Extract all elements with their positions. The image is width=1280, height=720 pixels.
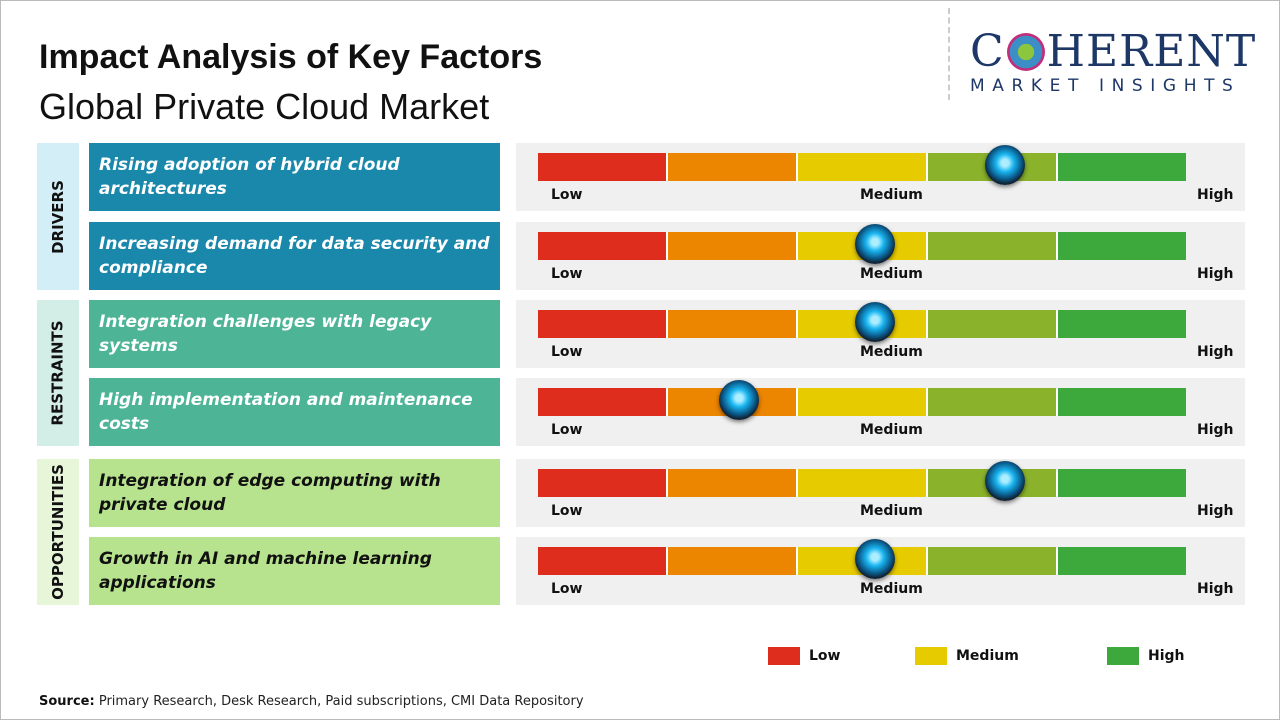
legend-medium: Medium — [915, 647, 1019, 665]
gauge-segment — [1058, 310, 1186, 338]
globe-icon — [1006, 33, 1045, 71]
scale-label: Low — [551, 422, 583, 438]
category-name: RESTRAINTS — [49, 320, 68, 426]
gauge-segment — [798, 388, 928, 416]
gauge-segment — [538, 310, 668, 338]
impact-marker — [984, 145, 1025, 185]
impact-marker — [718, 380, 759, 420]
impact-gauge: Low Medium High — [516, 537, 1245, 605]
category-label: RESTRAINTS — [37, 300, 79, 446]
gauge-segment — [928, 310, 1058, 338]
impact-gauge: Low Medium High — [516, 459, 1245, 527]
scale-label: Medium — [860, 422, 923, 438]
gauge-bar — [538, 153, 1186, 181]
gauge-segment — [668, 310, 798, 338]
gauge-segment — [668, 469, 798, 497]
page-title: Impact Analysis of Key Factors — [39, 38, 543, 76]
scale-label: Low — [551, 503, 583, 519]
factor-label: Growth in AI and machine learning applic… — [89, 537, 500, 605]
scale-label: Medium — [860, 581, 923, 597]
source-note: Source: Primary Research, Desk Research,… — [39, 694, 584, 709]
legend-high: High — [1107, 647, 1185, 665]
category-name: DRIVERS — [49, 179, 68, 254]
gauge-segment — [928, 232, 1058, 260]
gauge-segment — [538, 469, 668, 497]
category-label: DRIVERS — [37, 143, 79, 290]
scale-label: Low — [551, 344, 583, 360]
gauge-segment — [1058, 232, 1186, 260]
factor-label: Increasing demand for data security and … — [89, 222, 500, 290]
scale-label: Medium — [860, 187, 923, 203]
gauge-segment — [1058, 388, 1186, 416]
gauge-segment — [668, 547, 798, 575]
gauge-segment — [538, 547, 668, 575]
logo: C HERENT MARKET INSIGHTS — [970, 26, 1257, 97]
gauge-bar — [538, 547, 1186, 575]
scale-label: Medium — [860, 503, 923, 519]
gauge-segment — [928, 547, 1058, 575]
impact-gauge: Low Medium High — [516, 300, 1245, 368]
gauge-bar — [538, 469, 1186, 497]
impact-gauge: Low Medium High — [516, 222, 1245, 290]
scale-label: Medium — [860, 266, 923, 282]
gauge-segment — [538, 388, 668, 416]
category-name: OPPORTUNITIES — [49, 464, 67, 600]
gauge-segment — [538, 153, 668, 181]
impact-marker — [854, 539, 895, 579]
gauge-segment — [1058, 153, 1186, 181]
gauge-segment — [798, 153, 928, 181]
factor-label: Integration of edge computing with priva… — [89, 459, 500, 527]
scale-label: Low — [551, 581, 583, 597]
scale-label: Low — [551, 266, 583, 282]
gauge-segment — [538, 232, 668, 260]
impact-gauge: Low Medium High — [516, 143, 1245, 211]
gauge-segment — [668, 232, 798, 260]
divider — [948, 8, 950, 100]
impact-gauge: Low Medium High — [516, 378, 1245, 446]
scale-label: High — [1197, 422, 1234, 438]
impact-marker — [984, 461, 1025, 501]
scale-label: High — [1197, 187, 1234, 203]
scale-label: Medium — [860, 344, 923, 360]
gauge-segment — [668, 153, 798, 181]
gauge-bar — [538, 388, 1186, 416]
gauge-segment — [1058, 547, 1186, 575]
scale-label: High — [1197, 503, 1234, 519]
impact-marker — [854, 224, 895, 264]
scale-label: High — [1197, 344, 1234, 360]
factor-label: Rising adoption of hybrid cloud architec… — [89, 143, 500, 211]
impact-marker — [854, 302, 895, 342]
gauge-segment — [928, 388, 1058, 416]
scale-label: High — [1197, 266, 1234, 282]
scale-label: High — [1197, 581, 1234, 597]
factor-label: Integration challenges with legacy syste… — [89, 300, 500, 368]
category-label: OPPORTUNITIES — [37, 459, 79, 605]
gauge-segment — [1058, 469, 1186, 497]
factor-label: High implementation and maintenance cost… — [89, 378, 500, 446]
legend-low: Low — [768, 647, 840, 665]
gauge-segment — [798, 469, 928, 497]
page-subtitle: Global Private Cloud Market — [39, 86, 490, 127]
scale-label: Low — [551, 187, 583, 203]
